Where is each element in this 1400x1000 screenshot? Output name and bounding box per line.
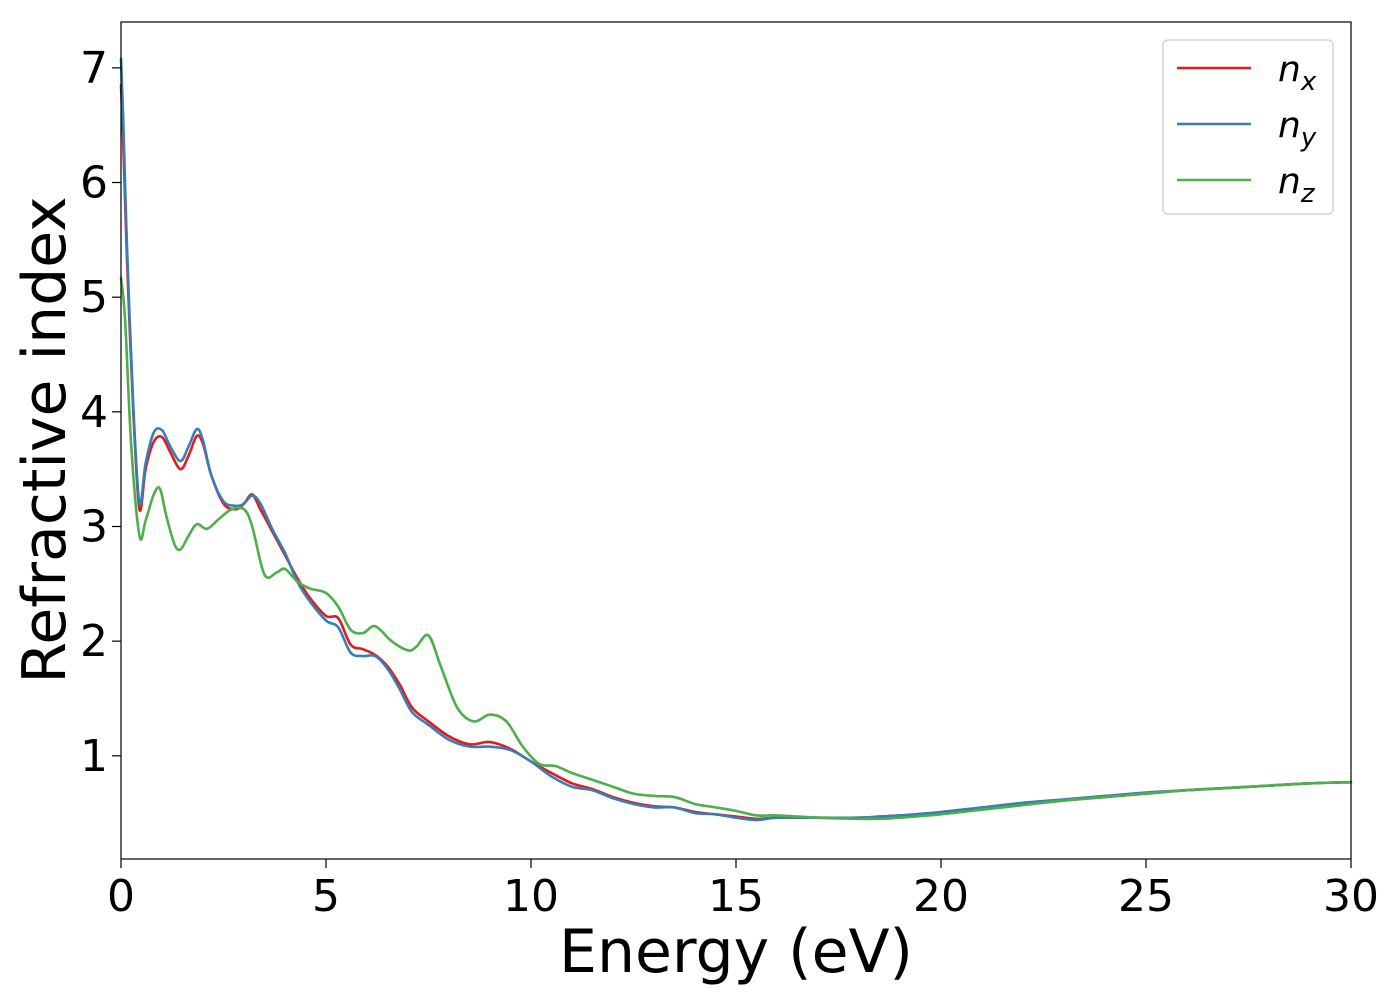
x-axis: 0 5 10 15 20 25 30 (107, 859, 1379, 922)
plot-area (121, 22, 1351, 859)
y-tick-label: 4 (80, 387, 108, 438)
series-line-n-z (119, 276, 1353, 821)
y-axis-label: Refractive index (10, 196, 80, 683)
legend: nx ny nz (1162, 39, 1334, 215)
x-tick-label: 20 (913, 871, 969, 922)
x-tick-label: 30 (1323, 871, 1379, 922)
x-tick-label: 0 (107, 871, 135, 922)
legend-label-x: nx (1278, 49, 1317, 97)
y-tick-label: 3 (80, 501, 108, 552)
y-tick-label: 7 (80, 43, 108, 94)
y-tick-label: 5 (80, 272, 108, 323)
x-tick-label: 15 (708, 871, 764, 922)
series-layer (119, 57, 1353, 822)
x-axis-label: Energy (eV) (559, 917, 913, 987)
x-tick-label: 25 (1118, 871, 1174, 922)
y-tick-label: 1 (80, 731, 108, 782)
x-tick-label: 5 (312, 871, 340, 922)
legend-label-z: nz (1278, 161, 1316, 209)
series-line-n-y (119, 57, 1353, 822)
y-axis: 1 2 3 4 5 6 7 (80, 43, 121, 782)
y-tick-label: 6 (80, 158, 108, 209)
y-tick-label: 2 (80, 616, 108, 667)
legend-box (1162, 39, 1334, 215)
legend-label-y: ny (1278, 105, 1317, 153)
x-tick-label: 10 (503, 871, 559, 922)
